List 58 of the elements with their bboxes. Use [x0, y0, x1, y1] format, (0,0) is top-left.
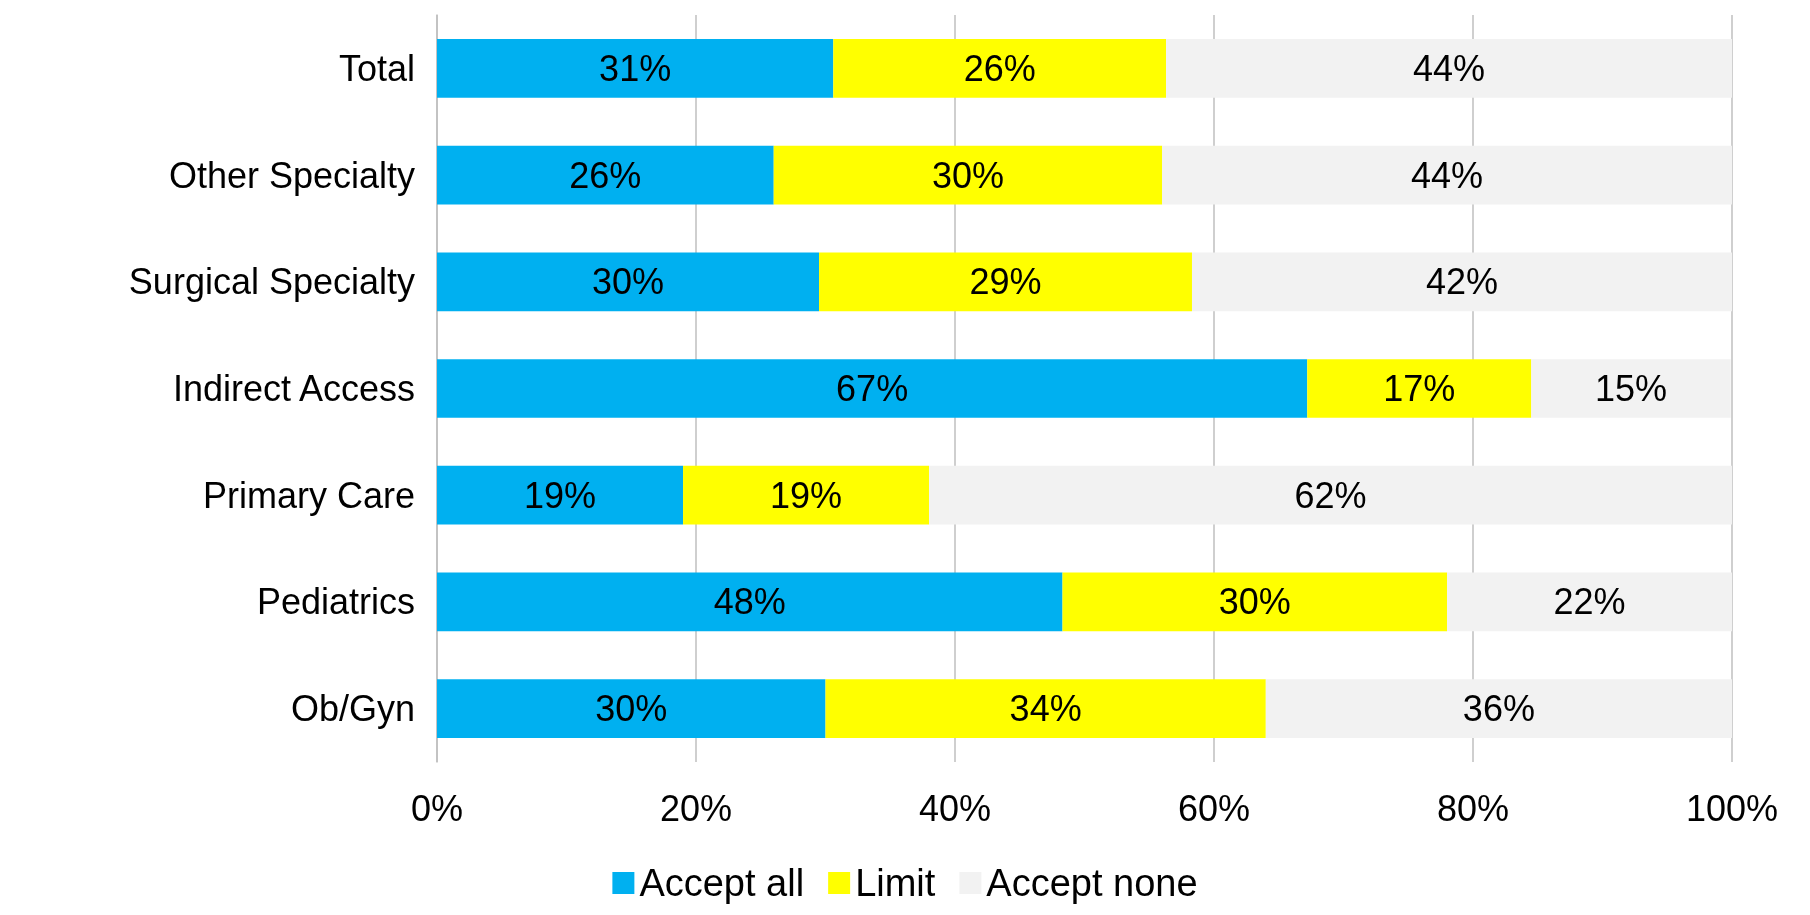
bar — [929, 465, 1732, 525]
bar — [1307, 359, 1532, 418]
bar — [437, 465, 684, 525]
data-label: 34% — [1009, 688, 1082, 730]
bar — [437, 252, 820, 312]
data-label: 36% — [1462, 688, 1535, 730]
data-label: 26% — [963, 47, 1036, 89]
bar — [1265, 679, 1732, 738]
data-label: 30% — [1218, 581, 1291, 623]
y-tick-label: Surgical Specialty — [128, 261, 415, 303]
bar — [437, 39, 834, 98]
data-label: 30% — [595, 688, 668, 730]
data-label: 42% — [1425, 261, 1499, 303]
bar — [819, 252, 1192, 312]
data-label: 19% — [770, 474, 843, 516]
data-label: 19% — [523, 474, 597, 516]
y-tick-label: Indirect Access — [172, 368, 415, 409]
data-label: 22% — [1553, 581, 1626, 623]
y-tick-label: Pediatrics — [256, 581, 415, 623]
bar — [825, 679, 1266, 738]
legend-label: Accept all — [639, 862, 805, 904]
x-tick-label: 40% — [918, 787, 992, 829]
y-tick-label: Primary Care — [202, 474, 415, 516]
data-label: 44% — [1411, 154, 1484, 196]
bar — [437, 679, 826, 738]
bar — [1162, 145, 1732, 205]
bar — [1191, 252, 1732, 312]
x-tick-label: 20% — [659, 787, 733, 829]
data-label: 15% — [1594, 368, 1668, 409]
bar — [1062, 572, 1448, 632]
data-label: 17% — [1383, 368, 1456, 409]
legend-label: Limit — [855, 862, 936, 904]
x-tick-label: 0% — [410, 787, 464, 829]
y-tick-label: Total — [338, 47, 415, 89]
y-tick-label: Ob/Gyn — [290, 688, 415, 730]
data-label: 44% — [1413, 47, 1486, 89]
data-label: 31% — [599, 47, 672, 89]
bar — [1166, 39, 1732, 98]
data-label: 30% — [591, 261, 665, 303]
data-label: 67% — [836, 368, 909, 409]
legend-label: Accept none — [986, 862, 1198, 904]
bar — [437, 145, 774, 205]
bar — [437, 572, 1063, 632]
y-tick-label: Other Specialty — [168, 154, 415, 196]
bar — [683, 465, 930, 525]
bar — [833, 39, 1167, 98]
x-tick-label: 60% — [1177, 787, 1251, 829]
data-label: 48% — [713, 581, 786, 623]
data-label: 62% — [1294, 474, 1367, 516]
data-label: 30% — [931, 154, 1004, 196]
bar — [437, 359, 1308, 418]
bar — [773, 145, 1163, 205]
data-label: 26% — [569, 154, 642, 196]
data-label: 29% — [969, 261, 1042, 303]
x-tick-label: 100% — [1685, 787, 1779, 829]
bar — [1447, 572, 1732, 632]
x-tick-label: 80% — [1436, 787, 1510, 829]
bar — [1531, 359, 1731, 418]
